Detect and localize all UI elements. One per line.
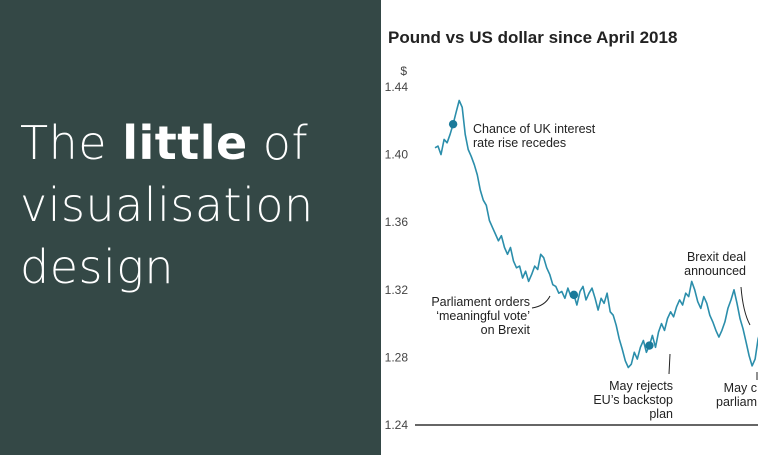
title-panel: The little of visualisation design <box>0 0 381 455</box>
y-tick-label: 1.44 <box>385 80 409 94</box>
annotation-leader <box>740 286 751 326</box>
y-tick-label: 1.28 <box>385 350 409 364</box>
annotation-marker <box>569 290 579 300</box>
annotation-label: announced <box>684 264 746 278</box>
annotation-label: Parliament orders <box>431 295 530 309</box>
headline-word-the: The <box>20 116 123 170</box>
headline-line-1: The little of <box>20 112 375 174</box>
y-tick-label: 1.36 <box>385 215 409 229</box>
annotation-leader <box>531 295 551 309</box>
annotation-label: plan <box>649 407 673 421</box>
line-chart: $1.44 1.40 1.36 1.32 1.28 1.24 Chance of UK in… <box>385 64 758 432</box>
headline-line-3: design <box>20 240 175 294</box>
chart-panel: Pound vs US dollar since April 2018 $1.4… <box>381 0 758 455</box>
annotation-leader <box>668 353 671 375</box>
chart-title: Pound vs US dollar since April 2018 <box>388 28 678 47</box>
annotation-label: rate rise recedes <box>473 136 566 150</box>
annotation-label: May rejects <box>609 379 673 393</box>
headline-line-2: visualisation <box>20 178 314 232</box>
annotation-label: EU’s backstop <box>593 393 673 407</box>
headline-word-of: of <box>247 116 309 170</box>
annotation-label: Chance of UK interest <box>473 122 596 136</box>
slide-headline: The little of visualisation design <box>20 112 375 298</box>
annotation-label: on Brexit <box>481 323 531 337</box>
annotation-label: May c <box>724 381 757 395</box>
series-line-gbp-usd <box>434 99 758 369</box>
annotation-label: ‘meaningful vote’ <box>436 309 530 323</box>
y-tick-label: 1.40 <box>385 148 409 162</box>
headline-word-little: little <box>122 116 248 170</box>
y-tick-label: 1.32 <box>385 283 409 297</box>
y-tick-label: 1.24 <box>385 418 409 432</box>
annotation-marker <box>645 341 654 350</box>
y-axis-unit-label: $ <box>400 64 407 78</box>
annotation-label: Brexit deal <box>687 250 746 264</box>
annotation-marker <box>448 119 458 129</box>
annotation-label: parliam <box>716 395 757 409</box>
